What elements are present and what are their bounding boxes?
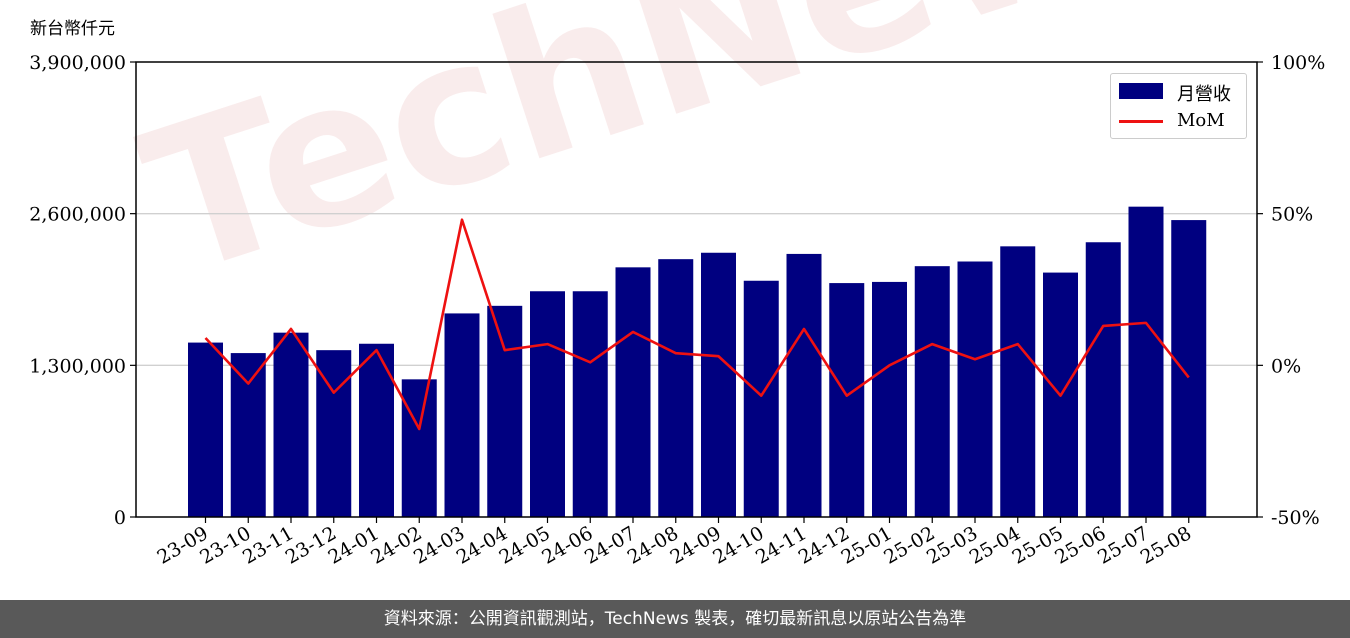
y-left-tick-label: 3,900,000 xyxy=(29,52,126,74)
bar xyxy=(658,259,694,517)
bar xyxy=(829,283,865,517)
y-right-tick-label: 0% xyxy=(1271,355,1301,377)
y-right-tick-label: 100% xyxy=(1271,52,1325,74)
bar xyxy=(316,350,352,517)
bar xyxy=(914,266,950,517)
legend-entry-mom: MoM xyxy=(1119,109,1244,133)
bar xyxy=(530,291,565,517)
bar xyxy=(1000,246,1036,518)
bar xyxy=(230,353,266,517)
bar xyxy=(1171,220,1207,518)
y-axis-unit-label: 新台幣仟元 xyxy=(30,19,115,39)
y-left-tick-label: 0 xyxy=(114,507,126,529)
mom-line xyxy=(204,218,1190,431)
legend-label-mom: MoM xyxy=(1177,110,1225,131)
bar xyxy=(701,252,736,517)
bar xyxy=(1085,242,1121,517)
plot-frame xyxy=(135,61,1258,518)
y-left-tick-label: 1,300,000 xyxy=(29,355,126,377)
legend-line-swatch xyxy=(1119,120,1163,123)
y-right-tick-label: 50% xyxy=(1271,204,1313,226)
bar xyxy=(444,313,480,517)
bar xyxy=(615,267,651,517)
legend: 月營收 MoM xyxy=(1110,73,1247,139)
bar xyxy=(273,332,309,517)
bar xyxy=(487,305,523,517)
bar xyxy=(786,253,822,517)
bar xyxy=(1128,206,1164,517)
bar xyxy=(872,281,907,517)
source-footer: 資料來源：公開資訊觀測站，TechNews 製表，確切最新訊息以原站公告為準 xyxy=(0,600,1350,638)
x-tick-label: 25-08 xyxy=(1137,522,1195,568)
bar xyxy=(572,291,608,517)
bar xyxy=(743,280,779,517)
revenue-chart: 0 1,300,000 2,600,000 3,900,000 -50% 0% 50% 100… xyxy=(29,52,1325,569)
bar xyxy=(401,379,437,517)
legend-label-revenue: 月營收 xyxy=(1177,84,1231,105)
bar xyxy=(359,343,394,517)
bar xyxy=(957,261,993,517)
y-left-tick-label: 2,600,000 xyxy=(29,204,126,226)
y-right-tick-label: -50% xyxy=(1271,507,1320,529)
bar xyxy=(188,342,223,517)
legend-bar-swatch xyxy=(1119,83,1163,99)
legend-entry-revenue: 月營收 xyxy=(1119,79,1244,105)
